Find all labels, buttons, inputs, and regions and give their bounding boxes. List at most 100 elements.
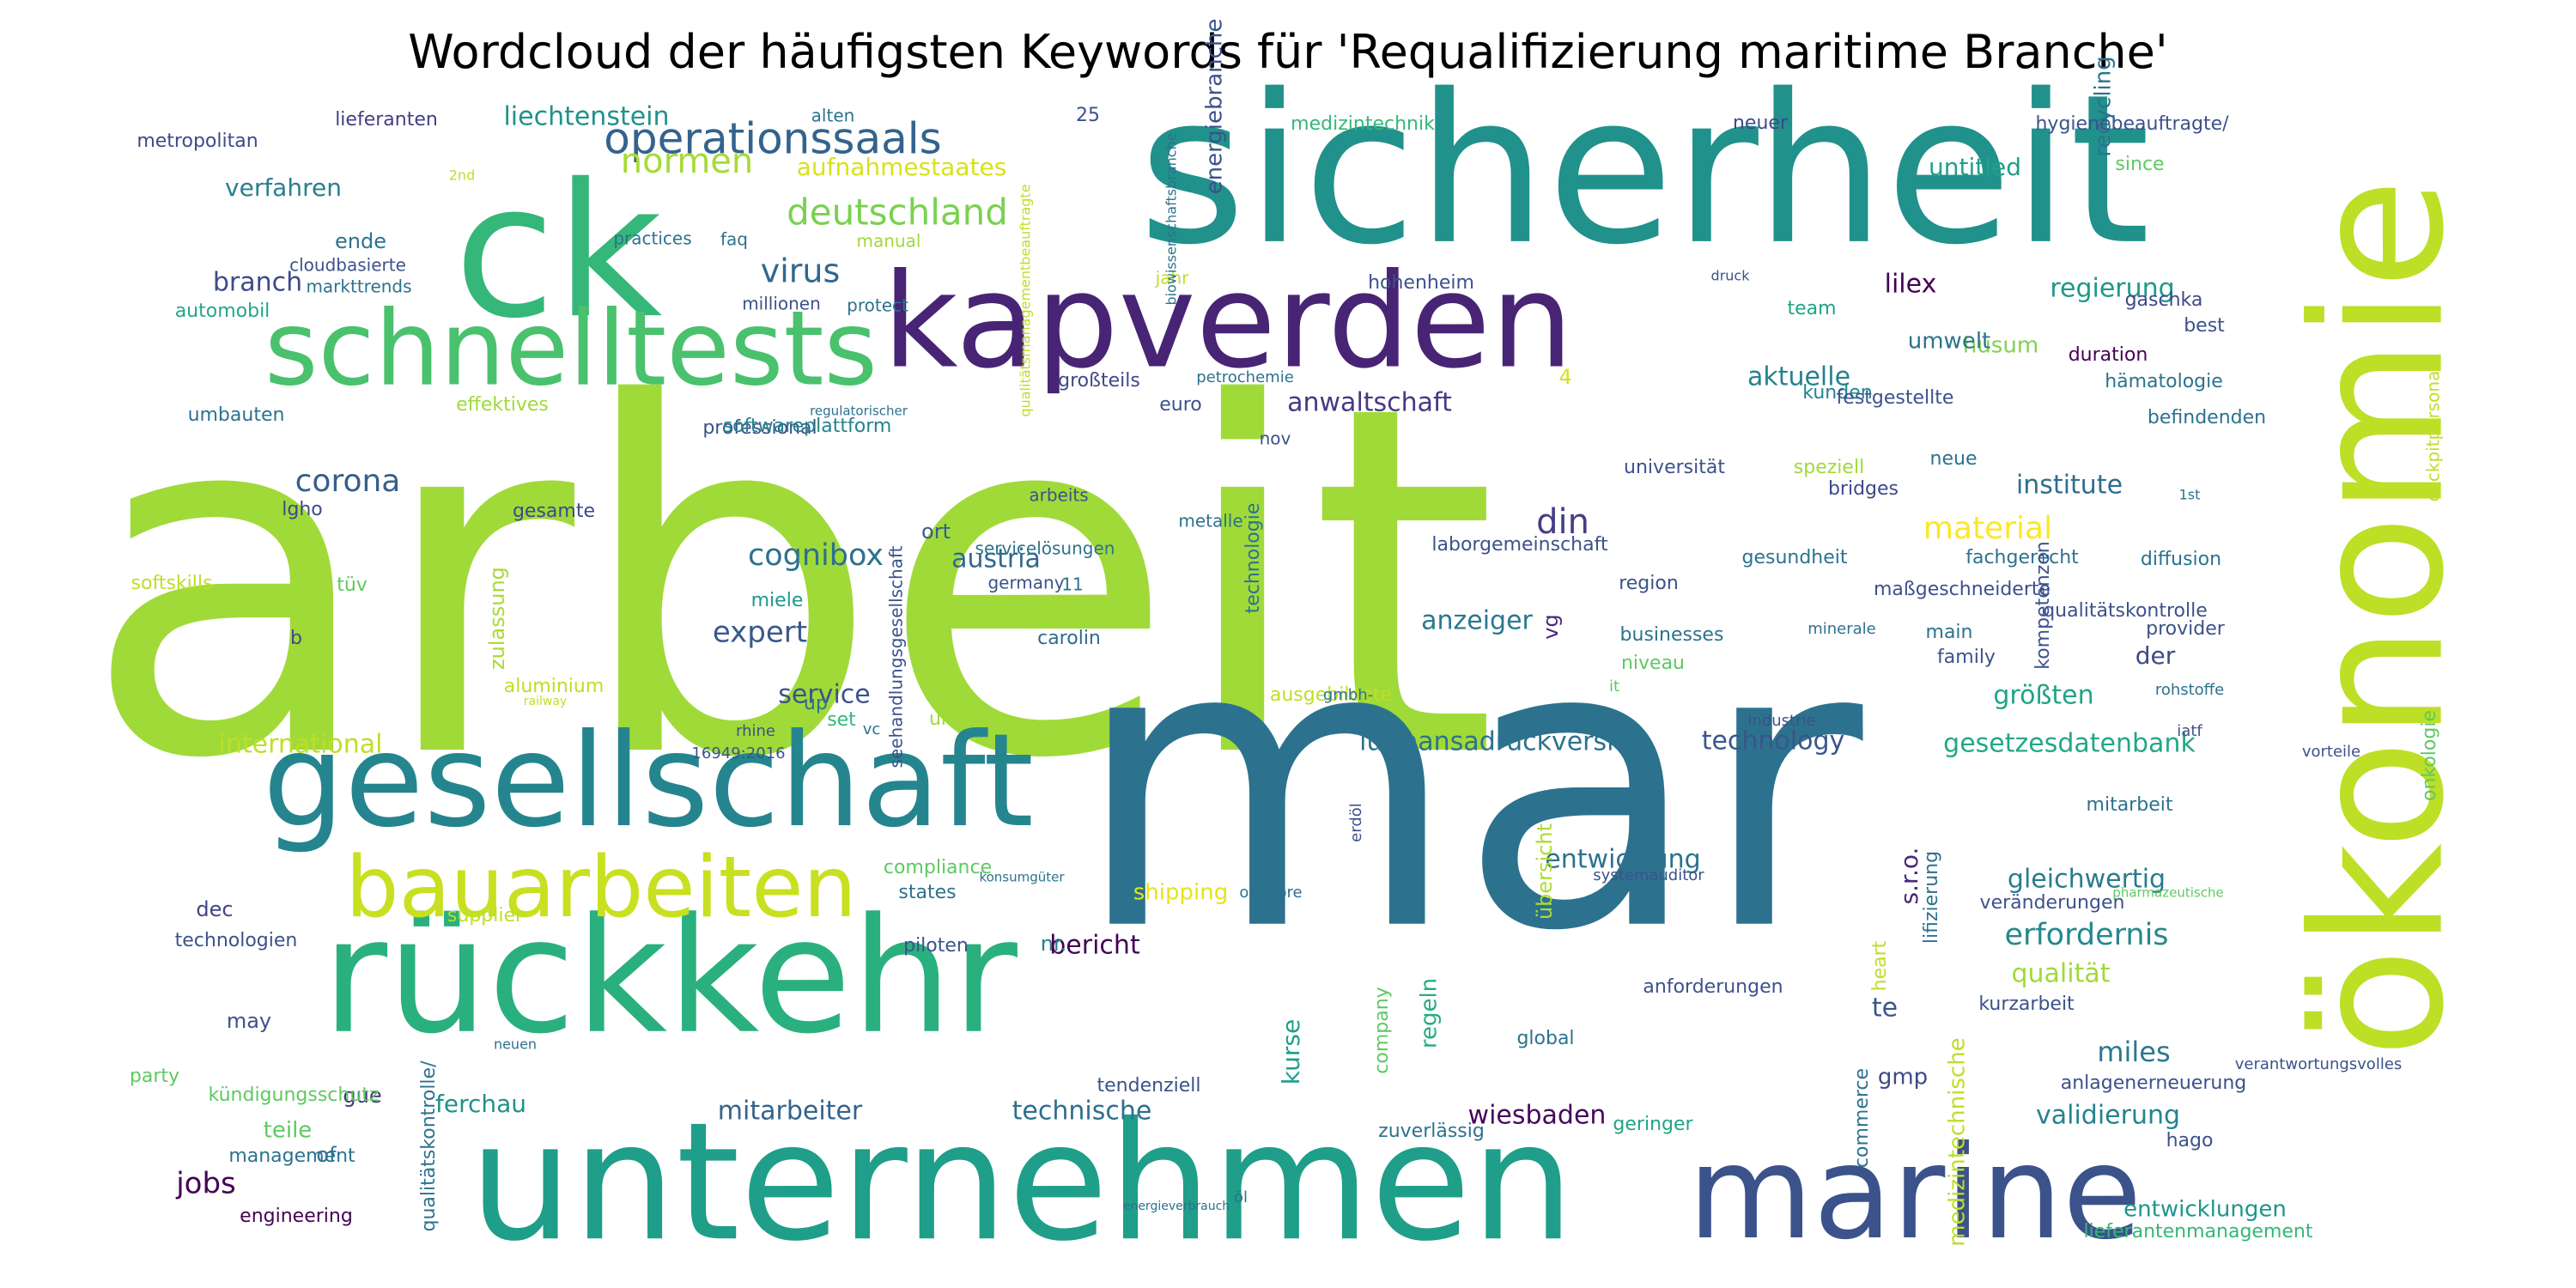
word-party: party [130,1066,179,1087]
word-diffusion: diffusion [2141,549,2221,570]
word-maßgeschneiderte: maßgeschneiderte [1874,579,2050,600]
word-operationssaals: operationssaals [604,114,941,164]
word-commerce: commerce [1851,1068,1873,1168]
word-liechtenstein: liechtenstein [503,102,669,132]
word-erdöl: erdöl [1347,803,1365,842]
word-unternehmen: unternehmen [469,1087,1574,1277]
word-gesellschaft: gesellschaft [263,707,1034,856]
word-provider: provider [2146,618,2226,640]
word-lifizierung: lifizierung [1921,851,1942,944]
word-rückkehr: rückkehr [322,884,1018,1069]
word-of: of [316,1143,337,1167]
word-zulassung: zulassung [485,567,509,670]
word-veränderungen: veränderungen [1980,892,2125,914]
word-iatf: iatf [2177,722,2202,740]
word-vorteile: vorteile [2302,743,2360,761]
word-alten: alten [811,106,855,126]
word-mitarbeit: mitarbeit [2087,794,2173,816]
word-offshore: offshore [1239,884,1302,902]
word-gesundheit: gesundheit [1741,547,1847,568]
word-niveau: niveau [1621,653,1685,674]
word-markttrends: markttrends [306,276,411,297]
word-metalle: metalle [1178,511,1242,532]
word-mar: mar [1073,558,1867,1018]
word-ferchau: ferchau [435,1090,526,1118]
word-kapverden: kapverden [883,246,1574,398]
word-jobs: jobs [175,1167,236,1201]
word-nov: nov [1260,428,1291,449]
word-gue: gue [343,1084,381,1108]
word-aluminium: aluminium [504,676,605,697]
word-biowissenschaftsbranche: biowissenschaftsbranche [1163,132,1180,305]
word-deutschland: deutschland [787,191,1008,234]
word-euro: euro [1159,394,1202,416]
word-qualitätsmanagementbeauftragte: qualitätsmanagementbeauftragte [1018,184,1034,416]
word-may: may [227,1009,271,1033]
word-kurzarbeit: kurzarbeit [1978,993,2075,1015]
word-husum: husum [1963,333,2038,359]
word-ökonomie: ökonomie [2274,179,2484,1059]
word-vg: vg [1539,614,1563,639]
word-vc: vc [863,720,881,738]
word-neuen: neuen [494,1036,537,1053]
word-kündigungsschutz: kündigungsschutz [209,1084,380,1106]
word-cockpitpersonals: cockpitpersonals [2423,357,2444,502]
word-carolin: carolin [1037,628,1101,649]
word-softskills: softskills [131,573,213,594]
word-regulatorischer: regulatorischer [810,404,908,419]
word-lieferanten: lieferanten [335,109,438,131]
word-technologien: technologien [175,930,298,951]
word-1st: 1st [2179,487,2201,503]
word-qualitätskontrolle: qualitätskontrolle [2043,600,2208,622]
word-faq: faq [720,229,748,250]
word-branch: branch [213,268,302,298]
word-mitarbeiter: mitarbeiter [718,1097,863,1127]
word-ort: ort [921,519,951,544]
word-manual: manual [857,231,921,252]
word-qualitätskontrolle: qualitätskontrolle/ [418,1060,440,1232]
word-marine: marine [1688,1119,2142,1268]
word-tendenziell: tendenziell [1097,1075,1201,1097]
word-sicherheit: sicherheit [1139,50,2150,290]
word-qualität: qualität [2011,959,2110,989]
word-größten: größten [1993,681,2093,711]
word-verfahren: verfahren [225,173,342,202]
word-universität: universität [1624,457,1725,478]
word-medizintechnische: medizintechnische [1945,1037,1971,1246]
word-onkologie: onkologie [2419,710,2440,801]
word-piloten: piloten [903,935,969,957]
word-anforderungen: anforderungen [1643,976,1783,998]
word-gesetzesdatenbank: gesetzesdatenbank [1943,729,2196,759]
word-11: 11 [1061,574,1083,595]
word-united: united [929,708,989,730]
word-jahr: jahr [1155,268,1189,289]
word-tüv: tüv [337,574,368,596]
word-bauarbeiten: bauarbeiten [345,839,856,937]
word-recycling: recycling [2091,56,2117,157]
word-metropolitan: metropolitan [137,131,258,152]
word-gmbh: gmbh- [1323,686,1373,704]
word-gaschka: gaschka [2125,289,2203,311]
word-laborgemeinschaft: laborgemeinschaft [1431,534,1608,556]
word-hago: hago [2166,1130,2214,1151]
word-petrochemie: petrochemie [1196,368,1294,386]
word-ausgebildete: ausgebildete [1270,684,1392,706]
word-it: it [1609,677,1619,696]
word-automobil: automobil [175,301,270,322]
word-kompetenzen: kompetenzen [2032,541,2054,669]
word-4: 4 [1558,365,1571,389]
word-compliance: compliance [884,857,992,878]
word-expert: expert [713,616,807,650]
word-validierung: validierung [2036,1101,2180,1131]
word-heart: heart [1869,940,1891,991]
word-gleichwertig: gleichwertig [2008,865,2166,895]
word-systemauditor: systemauditor [1593,866,1704,884]
word-institute: institute [2016,471,2123,501]
word-hämatologie: hämatologie [2105,371,2223,392]
word-teile: teile [264,1118,313,1144]
word-minerale: minerale [1807,620,1876,638]
word-festgestellte: festgestellte [1837,387,1954,409]
word-bridges: bridges [1828,478,1899,500]
word-service: service [778,680,870,710]
